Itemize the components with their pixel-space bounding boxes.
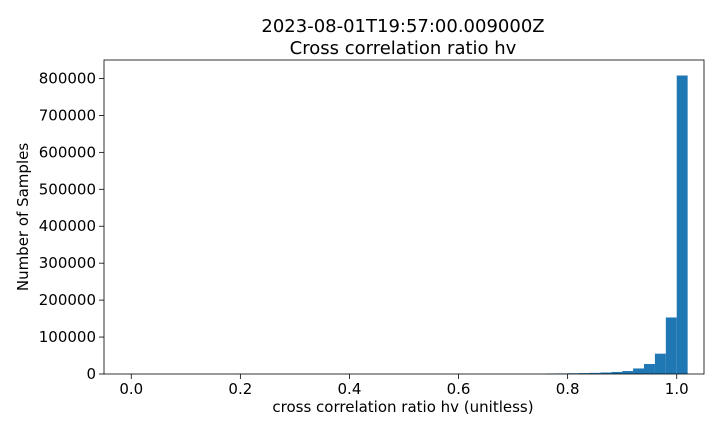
y-tick-label: 800000 (39, 69, 96, 87)
x-axis-ticks: 0.0 0.2 0.4 0.6 0.8 1.0 (119, 374, 689, 398)
x-tick-label: 0.6 (447, 380, 471, 398)
chart-title: 2023-08-01T19:57:00.009000Z (261, 16, 544, 37)
y-tick-label: 400000 (39, 217, 96, 235)
y-tick-label: 500000 (39, 180, 96, 198)
bars-group (545, 75, 688, 375)
histogram-bar (633, 368, 644, 374)
histogram-bar (611, 371, 623, 374)
histogram-bar (600, 372, 612, 374)
x-tick-label: 1.0 (665, 380, 689, 398)
x-tick-label: 0.0 (119, 380, 143, 398)
y-tick-label: 300000 (39, 254, 96, 272)
histogram-bar (676, 75, 688, 375)
x-tick-label: 0.2 (228, 380, 252, 398)
x-axis-label: cross correlation ratio hv (unitless) (272, 398, 533, 416)
chart-subtitle: Cross correlation ratio hv (290, 38, 517, 59)
histogram-bar (622, 371, 634, 374)
y-tick-label: 0 (86, 365, 96, 383)
plot-frame (103, 59, 705, 375)
y-tick-label: 200000 (39, 291, 96, 309)
histogram-bar (578, 373, 590, 374)
y-tick-label: 700000 (39, 106, 96, 124)
histogram-bar (665, 317, 677, 374)
x-tick-label: 0.8 (556, 380, 580, 398)
histogram-bar (654, 353, 666, 374)
x-tick-label: 0.4 (338, 380, 362, 398)
histogram-bar (589, 372, 601, 374)
histogram-bar (644, 364, 655, 374)
y-axis-ticks: 0 100000 200000 300000 400000 500000 600000 700… (39, 69, 104, 383)
y-axis-label: Number of Samples (14, 143, 32, 291)
y-tick-label: 600000 (39, 143, 96, 161)
y-tick-label: 100000 (39, 328, 96, 346)
